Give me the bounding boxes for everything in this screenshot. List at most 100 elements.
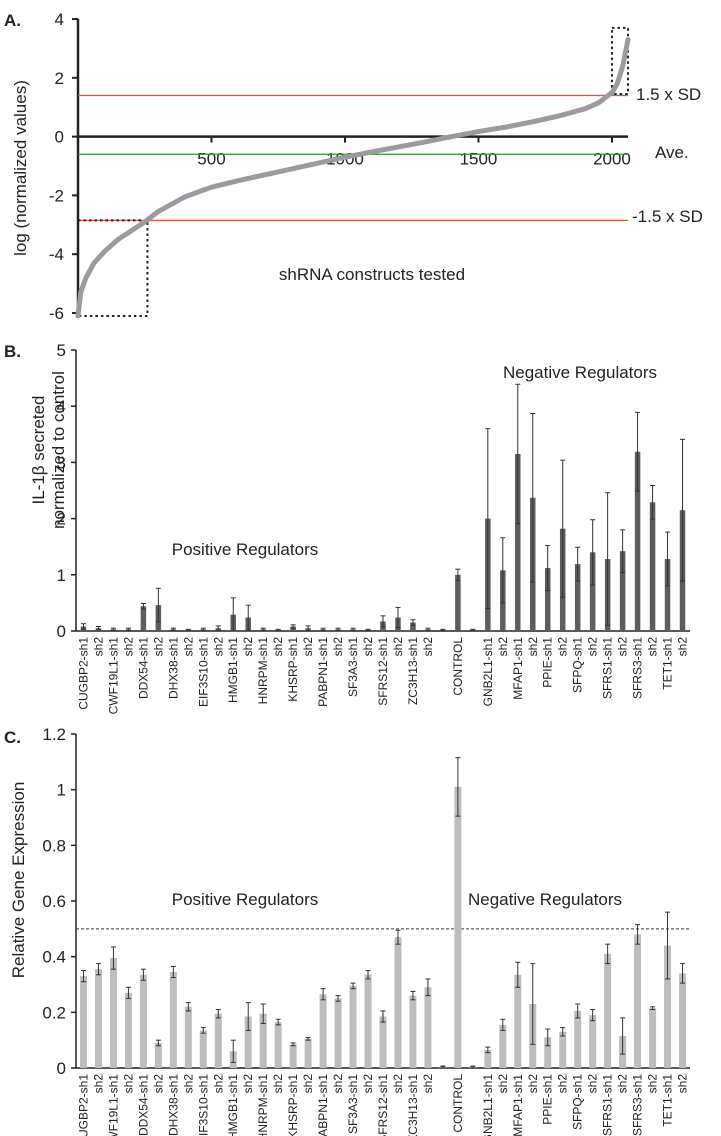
panel-b-y-tick-label: 0: [57, 622, 66, 641]
panel-b-x-tick-label: sh2: [526, 637, 540, 657]
panel-a-y-tick-label: -6: [49, 304, 64, 323]
panel-b-y-tick-label: 3: [57, 453, 66, 472]
panel-c-x-tick-label: EIF3S10-sh1: [196, 1074, 210, 1136]
panel-c-bar: [319, 994, 327, 1068]
panel-c-bar: [199, 1030, 207, 1068]
panel-b-x-tick-label: CUGBP2-sh1: [77, 637, 91, 710]
panel-b-x-tick-label: sh2: [241, 637, 255, 657]
panel-b-x-tick-label: sh2: [646, 637, 660, 657]
panel-b-x-tick-label: sh2: [361, 637, 375, 657]
panel-c-bar: [349, 985, 357, 1068]
panel-c-x-tick-label: sh2: [496, 1074, 510, 1094]
panel-b-x-tick-label: HMGB1-sh1: [226, 637, 240, 703]
panel-b-x-tick-label: SFRS3-sh1: [631, 637, 645, 699]
panel-b-x-tick-label: CONTROL: [451, 637, 465, 696]
panel-c: C. Relative Gene Expression Positive Reg…: [4, 725, 690, 1136]
panel-b-x-tick-label: CWF19L1-sh1: [106, 637, 120, 715]
panel-c-bar: [574, 1010, 582, 1068]
panel-c-bar: [124, 992, 132, 1068]
panel-b-y-tick-label: 2: [57, 510, 66, 529]
panel-a-y-tick-label: 2: [55, 69, 64, 88]
panel-b-x-tick-label: sh2: [496, 637, 510, 657]
panel-b-annotation-negative: Negative Regulators: [503, 363, 657, 382]
panel-b-x-tick-label: sh2: [121, 637, 135, 657]
panel-c-bar: [559, 1031, 567, 1068]
panel-c-x-tick-label: SFPQ-sh1: [571, 1074, 585, 1130]
panel-c-bar: [424, 987, 432, 1068]
panel-b-x-tick-label: sh2: [271, 637, 285, 657]
panel-c-x-tick-label: DDX54-sh1: [136, 1074, 150, 1136]
panel-c-x-tick-label: sh2: [616, 1074, 630, 1094]
panel-a-y-tick-label: -4: [49, 245, 64, 264]
panel-c-x-tick-label: KHSRP-sh1: [286, 1074, 300, 1136]
panel-c-bar: [394, 937, 402, 1068]
panel-c-bar: [154, 1042, 162, 1068]
panel-b-bar: [574, 564, 581, 631]
panel-b-x-tick-label: PPIE-sh1: [541, 637, 555, 688]
panel-c-bar: [664, 945, 672, 1068]
panel-b-x-tick-label: sh2: [211, 637, 225, 657]
panel-c-x-tick-label: HNRPM-sh1: [256, 1074, 270, 1136]
panel-b-bar: [589, 552, 596, 631]
panel-c-x-tick-label: SFRS1-sh1: [601, 1074, 615, 1136]
panel-c-bar: [94, 969, 102, 1068]
panel-b-x-tick-label: sh2: [676, 637, 690, 657]
panel-c-bar: [409, 995, 417, 1068]
panel-c-bar: [274, 1022, 282, 1068]
panel-b-y-tick-label: 1: [57, 566, 66, 585]
panel-c-bar: [184, 1006, 192, 1068]
panel-c-bar: [334, 998, 342, 1068]
panel-c-x-tick-label: sh2: [211, 1074, 225, 1094]
panel-c-bar: [289, 1044, 297, 1068]
panel-b-bar: [544, 568, 551, 631]
panel-c-letter: C.: [4, 728, 21, 747]
panel-c-bar: [679, 973, 687, 1068]
panel-b-x-tick-label: PABPN1-sh1: [316, 637, 330, 707]
panel-b-bar: [140, 606, 147, 631]
panel-c-bar: [259, 1013, 267, 1068]
panel-b-bar: [410, 622, 416, 631]
panel-c-x-tick-label: sh2: [361, 1074, 375, 1094]
panel-c-x-tick-label: sh2: [151, 1074, 165, 1094]
panel-c-y-tick-label: 0: [57, 1059, 66, 1078]
panel-c-x-tick-label: sh2: [121, 1074, 135, 1094]
panel-b-x-tick-label: SFRS12-sh1: [376, 637, 390, 706]
panel-c-x-tick-label: sh2: [556, 1074, 570, 1094]
panel-c-x-tick-label: SFRS12-sh1: [376, 1074, 390, 1136]
panel-b-y-axis-label-line1: IL-1β secreted: [29, 396, 48, 505]
panel-b-x-tick-label: sh2: [92, 637, 106, 657]
panel-a-x-tick-label: 2000: [593, 150, 631, 169]
panel-b-x-tick-label: sh2: [616, 637, 630, 657]
highlight-box: [77, 219, 149, 317]
panel-b-x-tick-label: KHSRP-sh1: [286, 637, 300, 702]
panel-c-bar: [304, 1038, 312, 1068]
panel-c-x-tick-label: SFRS3-sh1: [631, 1074, 645, 1136]
panel-a-y-axis-label: log (normalized values): [11, 80, 30, 256]
panel-c-x-tick-label: DHX38-sh1: [166, 1074, 180, 1136]
panel-b-x-tick-label: sh2: [331, 637, 345, 657]
panel-c-x-tick-label: sh2: [676, 1074, 690, 1094]
panel-c-y-tick-label: 0.6: [42, 892, 66, 911]
panel-c-bar: [379, 1016, 387, 1068]
panel-b-x-tick-label: SF3A3-sh1: [346, 637, 360, 697]
panel-a-x-tick-label: 500: [197, 150, 225, 169]
panel-c-bar: [244, 1016, 252, 1068]
panel-b-bar: [515, 453, 521, 631]
panel-c-x-tick-label: ZC3H13-sh1: [406, 1074, 420, 1136]
panel-b-bar: [455, 574, 461, 631]
panel-b-x-tick-label: sh2: [181, 637, 195, 657]
panel-a-letter: A.: [4, 11, 21, 30]
panel-c-annotation-positive: Positive Regulators: [172, 890, 318, 909]
panel-b-x-tick-label: sh2: [586, 637, 600, 657]
highlight-box: [610, 26, 630, 95]
panel-c-x-tick-label: HMGB1-sh1: [226, 1074, 240, 1136]
panel-b-x-tick-label: SFRS1-sh1: [601, 637, 615, 699]
panel-c-x-tick-label: sh2: [421, 1074, 435, 1094]
panel-c-annotation-negative: Negative Regulators: [468, 890, 622, 909]
panel-c-x-tick-label: sh2: [331, 1074, 345, 1094]
panel-b-x-tick-label: sh2: [301, 637, 315, 657]
